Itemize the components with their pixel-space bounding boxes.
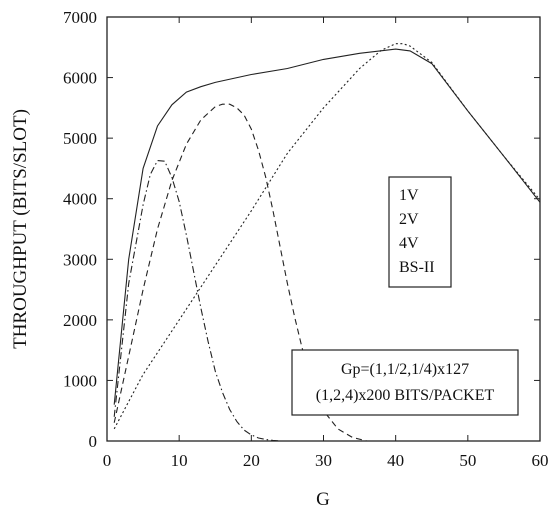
x-tick-label: 30 — [315, 451, 332, 470]
y-tick-label: 7000 — [63, 8, 97, 27]
annotation-frame — [291, 349, 519, 416]
legend: 1V 2V 4V BS-II — [388, 176, 452, 288]
legend-label-4v: 4V — [399, 235, 419, 252]
tick-labels: 0 10 20 30 40 50 60 0 1000 2000 3000 4000 5000 6000 70… — [63, 8, 549, 470]
y-tick-label: 3000 — [63, 250, 97, 269]
y-tick-label: 4000 — [63, 190, 97, 209]
legend-label-bs-ii: BS-II — [399, 259, 435, 276]
legend-label-2v: 2V — [399, 211, 419, 228]
y-axis-title: THROUGHPUT (BITS/SLOT) — [10, 109, 31, 349]
y-tick-label: 2000 — [63, 311, 97, 330]
x-tick-label: 40 — [387, 451, 404, 470]
x-tick-label: 10 — [171, 451, 188, 470]
legend-box — [388, 176, 452, 288]
y-tick-label: 1000 — [63, 371, 97, 390]
annotation-line-1: Gp=(1,1/2,1/4)x127 — [341, 361, 469, 378]
y-tick-label: 5000 — [63, 129, 97, 148]
x-tick-label: 0 — [103, 451, 112, 470]
annotation-line-2: (1,2,4)x200 BITS/PACKET — [316, 387, 495, 404]
series-lines — [113, 43, 541, 442]
series-line-4v — [113, 43, 541, 430]
series-line-bs-ii — [113, 48, 541, 405]
series-line-1v — [113, 160, 281, 442]
series-line-2v — [113, 103, 367, 442]
x-tick-label: 50 — [459, 451, 476, 470]
legend-label-1v: 1V — [399, 187, 419, 204]
x-tick-label: 20 — [243, 451, 260, 470]
y-tick-label: 0 — [89, 432, 98, 451]
x-axis-title: G — [316, 489, 330, 510]
annotation-box: Gp=(1,1/2,1/4)x127 (1,2,4)x200 BITS/PACK… — [291, 349, 519, 416]
y-tick-label: 6000 — [63, 69, 97, 88]
x-tick-label: 60 — [532, 451, 549, 470]
plot-axes — [106, 16, 541, 442]
